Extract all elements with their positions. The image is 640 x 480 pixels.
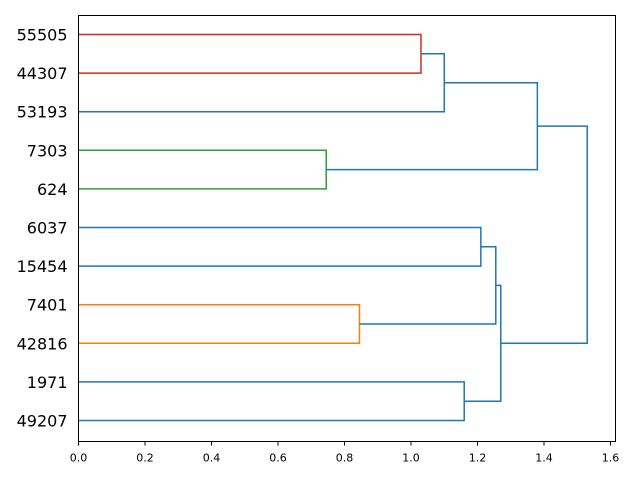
leaf-label: 44307 xyxy=(17,64,68,83)
x-tick-label: 1.6 xyxy=(602,452,620,465)
leaf-label: 1971 xyxy=(27,373,68,392)
x-axis: 0.0 0.2 0.4 0.6 0.8 1.0 1.2 1.4 1.6 xyxy=(70,441,620,465)
link-c4 xyxy=(326,82,539,171)
x-tick-label: 1.2 xyxy=(469,452,487,465)
link-c1 xyxy=(78,33,422,74)
leaf-label: 42816 xyxy=(17,334,68,353)
leaf-label: 55505 xyxy=(17,26,68,45)
x-tick-label: 0.0 xyxy=(70,452,88,465)
dendrogram-links xyxy=(78,33,588,422)
link-c5 xyxy=(78,226,482,267)
x-tick-label: 1.4 xyxy=(535,452,553,465)
leaf-label: 7401 xyxy=(27,296,68,315)
leaf-label: 49207 xyxy=(17,412,68,431)
link-c2 xyxy=(78,53,446,113)
x-tick-label: 0.4 xyxy=(203,452,221,465)
y-axis: 55505 44307 53193 7303 624 6037 15454 7401 42816… xyxy=(17,26,68,431)
x-tick-label: 0.2 xyxy=(136,452,154,465)
link-c8 xyxy=(78,381,465,422)
leaf-label: 53193 xyxy=(17,103,68,122)
link-c6 xyxy=(78,303,361,345)
x-tick-label: 0.8 xyxy=(336,452,354,465)
link-c10 xyxy=(500,125,588,345)
x-tick-label: 0.6 xyxy=(269,452,287,465)
leaf-label: 624 xyxy=(37,180,68,199)
leaf-label: 6037 xyxy=(27,219,68,238)
leaf-label: 15454 xyxy=(17,257,68,276)
plot-frame xyxy=(78,15,616,442)
link-c3 xyxy=(78,149,327,190)
link-c7 xyxy=(359,246,497,325)
x-tick-label: 1.0 xyxy=(402,452,420,465)
leaf-label: 7303 xyxy=(27,141,68,160)
